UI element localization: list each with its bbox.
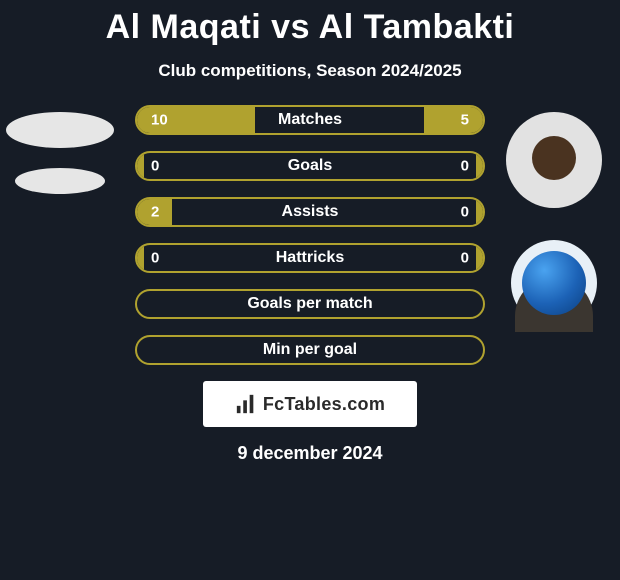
stat-fill-right: [476, 153, 483, 179]
stat-fill-left: [137, 107, 255, 133]
stat-fill-right: [424, 107, 483, 133]
stat-row: Matches105: [135, 105, 485, 135]
stat-fill-right: [476, 199, 483, 225]
stat-value-right: 0: [461, 250, 469, 267]
stat-fill-left: [137, 245, 144, 271]
stat-fill-left: [137, 153, 144, 179]
stat-value-right: 0: [461, 204, 469, 221]
footer-date: 9 december 2024: [0, 443, 620, 464]
infographic-root: Al Maqati vs Al Tambakti Club competitio…: [0, 0, 620, 580]
source-badge: FcTables.com: [203, 381, 417, 427]
stat-row: Hattricks0 0: [135, 243, 485, 273]
stat-row: Goals0 0: [135, 151, 485, 181]
stat-bars-container: Matches105Goals00Assists20Hattricks00Goa…: [0, 105, 620, 365]
stat-label: Min per goal: [137, 341, 483, 359]
stat-label: Hattricks: [137, 249, 483, 267]
stat-value-left: 0: [151, 158, 159, 175]
stat-row: Assists20: [135, 197, 485, 227]
stat-row: Goals per match: [135, 289, 485, 319]
stat-fill-right: [476, 245, 483, 271]
stat-value-left: 0: [151, 250, 159, 267]
page-subtitle: Club competitions, Season 2024/2025: [0, 61, 620, 81]
source-badge-text: FcTables.com: [263, 394, 385, 415]
stat-label: Goals per match: [137, 295, 483, 313]
stat-value-right: 0: [461, 158, 469, 175]
stat-row: Min per goal: [135, 335, 485, 365]
stat-label: Assists: [137, 203, 483, 221]
page-title: Al Maqati vs Al Tambakti: [0, 0, 620, 47]
chart-icon: [235, 393, 257, 415]
stat-label: Goals: [137, 157, 483, 175]
stat-fill-left: [137, 199, 172, 225]
